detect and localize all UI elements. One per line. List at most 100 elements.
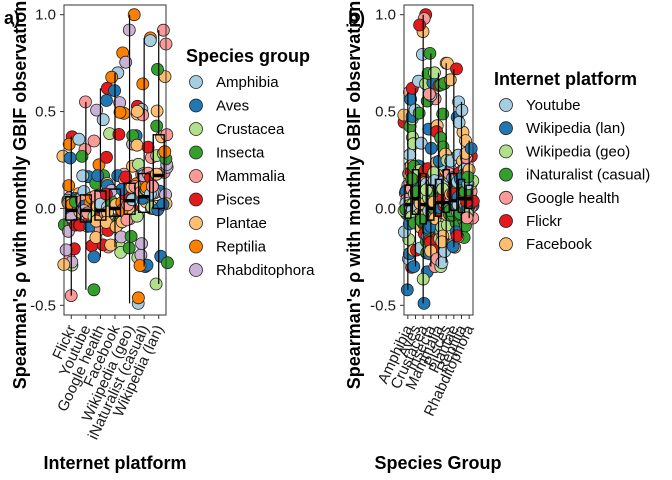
data-point [423, 47, 437, 60]
data-point [151, 63, 164, 76]
panel-a-legend-title: Species group [186, 46, 310, 66]
legend-label: Google health [526, 190, 619, 207]
data-point [100, 150, 113, 164]
box-inaturalist-casual [137, 37, 151, 267]
box-plantae [450, 68, 458, 248]
data-point [112, 127, 126, 141]
legend-swatch [499, 144, 513, 159]
data-point [90, 103, 103, 117]
legend-swatch [499, 167, 513, 182]
data-point [407, 260, 421, 274]
panel-b-y-axis-title: Spearman's ρ with monthly GBIF observati… [344, 0, 364, 389]
box-body [442, 168, 450, 214]
legend-label: Facebook [526, 236, 592, 253]
data-point [87, 134, 101, 148]
legend-label: Amphibia [216, 74, 279, 91]
legend-item: Wikipedia (lan) [499, 120, 625, 137]
box-rhabditophora [465, 140, 473, 219]
panel-b-x-axis-title: Species Group [374, 453, 501, 473]
legend-item: Crustacea [189, 121, 285, 138]
data-point [403, 148, 417, 162]
data-point [113, 105, 127, 119]
legend-item: Pisces [189, 192, 260, 209]
legend-swatch [189, 145, 203, 160]
box-body [79, 194, 93, 223]
box-body [465, 184, 473, 210]
box-facebook [108, 72, 122, 248]
y-tick-label: 0.0 [375, 200, 396, 217]
box-body [404, 184, 412, 219]
panel-b-legend-title: Internet platform [494, 69, 637, 89]
legend-swatch [189, 216, 203, 230]
legend-swatch [499, 237, 513, 252]
y-tick-label: 0.5 [35, 104, 56, 121]
panel-a-y-axis-title: Spearman's ρ with monthly GBIF observati… [10, 0, 30, 389]
box-aves [411, 88, 420, 267]
legend-item: Flickr [499, 213, 562, 230]
legend-swatch [499, 98, 513, 112]
legend-swatch [499, 190, 513, 205]
legend-item: Insecta [189, 145, 265, 162]
box-pisces [442, 63, 450, 263]
data-point [105, 70, 119, 84]
panel-a-legend: Amphibia Aves Crustacea Insecta Mammalia Pisc… [189, 74, 315, 279]
box-body [411, 168, 420, 215]
data-point [143, 34, 157, 47]
data-point [87, 250, 101, 264]
y-tick-label: -0.5 [370, 297, 396, 314]
box-body [108, 188, 122, 217]
data-point [75, 149, 89, 163]
data-point [461, 170, 475, 184]
legend-swatch [499, 214, 513, 228]
data-point [130, 105, 144, 118]
legend-label: Youtube [526, 97, 581, 114]
data-point [150, 119, 164, 133]
legend-item: Aves [189, 98, 249, 115]
box-body [419, 172, 427, 225]
panel-a-plot-area [56, 4, 174, 316]
data-point [150, 104, 164, 118]
data-point [135, 237, 149, 251]
data-point [130, 138, 144, 152]
box-reptilia [457, 101, 466, 238]
panel-b-legend: Youtube Wikipedia (lan) Wikipedia (geo) iNa… [499, 97, 650, 253]
data-point [72, 132, 86, 146]
legend-label: Plantae [216, 215, 267, 232]
box-body [427, 184, 435, 221]
data-point [96, 113, 110, 127]
legend-swatch [189, 98, 203, 113]
data-point [149, 277, 163, 291]
box-body [434, 178, 443, 217]
legend-item: Plantae [189, 215, 267, 232]
box-crustacea [419, 14, 427, 304]
legend-label: Mammalia [216, 168, 286, 185]
data-point [145, 179, 159, 193]
box-wikipedia-lan [152, 30, 165, 284]
panel-a-label: a) [4, 8, 20, 28]
data-point [428, 66, 441, 80]
panel-a: Spearman's ρ with monthly GBIF observati… [4, 0, 315, 473]
y-tick-label: 0.5 [375, 104, 396, 121]
panel-b-label: b) [348, 8, 365, 28]
data-point [63, 151, 77, 165]
legend-swatch [189, 239, 203, 254]
legend-label: Reptilia [216, 239, 267, 256]
box-flickr [65, 136, 78, 296]
data-point [133, 259, 147, 272]
legend-swatch [499, 121, 513, 136]
panel-b-x-ticks: AmphibiaAvesCrustaceaInsectaMammaliaPisc… [375, 315, 478, 419]
data-point [104, 238, 118, 252]
panel-b-boxes [404, 14, 473, 304]
legend-label: iNaturalist (casual) [526, 167, 650, 184]
legend-item: Rhabditophora [189, 262, 315, 279]
data-point [87, 283, 101, 297]
legend-label: Aves [216, 98, 249, 115]
y-tick-label: 1.0 [35, 7, 56, 24]
legend-item: Google health [499, 190, 619, 207]
box-body [94, 190, 107, 221]
data-point [413, 18, 427, 32]
legend-label: Flickr [526, 213, 562, 230]
legend-item: Facebook [499, 236, 592, 253]
